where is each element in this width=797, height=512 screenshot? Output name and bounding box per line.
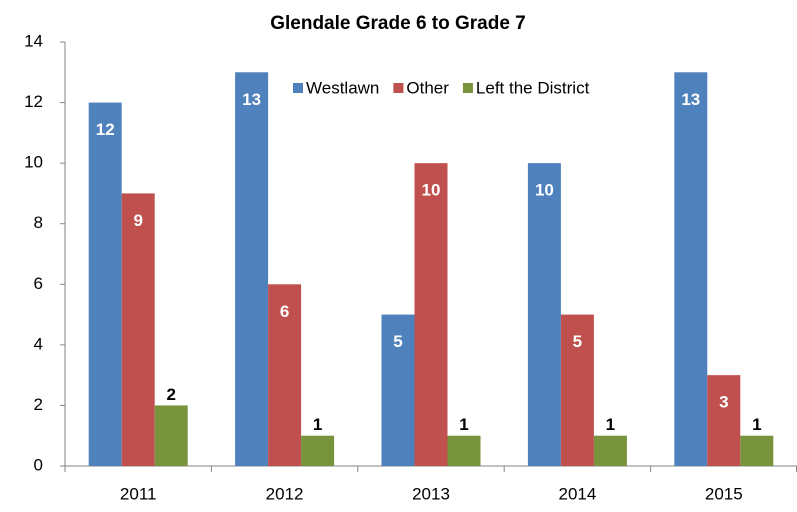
value-label: 1 <box>606 415 615 434</box>
y-tick-label: 2 <box>34 395 43 414</box>
x-tick-label: 2012 <box>266 484 304 503</box>
bar <box>154 405 188 466</box>
bar <box>674 72 708 467</box>
x-tick-label: 2013 <box>412 484 450 503</box>
bar <box>301 435 335 466</box>
value-label: 5 <box>573 332 582 351</box>
bar <box>414 163 448 466</box>
chart-title: Glendale Grade 6 to Grade 7 <box>270 13 526 34</box>
value-label: 5 <box>393 332 402 351</box>
value-label: 10 <box>535 181 554 200</box>
bar <box>740 435 774 466</box>
y-tick-label: 12 <box>24 92 43 111</box>
bar <box>447 435 481 466</box>
y-tick-label: 6 <box>34 274 43 293</box>
bar <box>560 314 594 466</box>
legend-marker <box>393 83 404 93</box>
value-label: 2 <box>166 385 175 404</box>
value-label: 13 <box>681 90 700 109</box>
legend-label: Other <box>406 78 449 97</box>
y-tick-label: 8 <box>34 213 43 232</box>
bar <box>88 102 122 467</box>
legend-label: Westlawn <box>306 78 379 97</box>
bar <box>707 375 741 466</box>
value-label: 1 <box>752 415 761 434</box>
x-tick-label: 2015 <box>705 484 743 503</box>
bar <box>593 435 627 466</box>
legend-marker <box>293 83 303 93</box>
value-label: 1 <box>459 415 468 434</box>
bar <box>527 163 561 466</box>
value-label: 10 <box>422 181 441 200</box>
x-tick-label: 2014 <box>558 484 596 503</box>
bar <box>381 314 415 466</box>
legend-label: Left the District <box>476 78 590 97</box>
y-tick-label: 4 <box>34 334 43 353</box>
legend-marker <box>462 83 473 93</box>
bar <box>235 72 269 467</box>
x-tick-label: 2011 <box>120 484 157 503</box>
value-label: 6 <box>280 302 289 321</box>
bar <box>268 284 302 466</box>
bar <box>121 193 155 466</box>
y-tick-label: 10 <box>24 153 43 172</box>
value-label: 1 <box>313 415 322 434</box>
y-tick-label: 14 <box>24 31 43 50</box>
y-tick-label: 0 <box>34 455 43 474</box>
value-label: 9 <box>133 211 142 230</box>
value-label: 12 <box>96 120 115 139</box>
value-label: 3 <box>719 393 728 412</box>
value-label: 13 <box>242 90 261 109</box>
